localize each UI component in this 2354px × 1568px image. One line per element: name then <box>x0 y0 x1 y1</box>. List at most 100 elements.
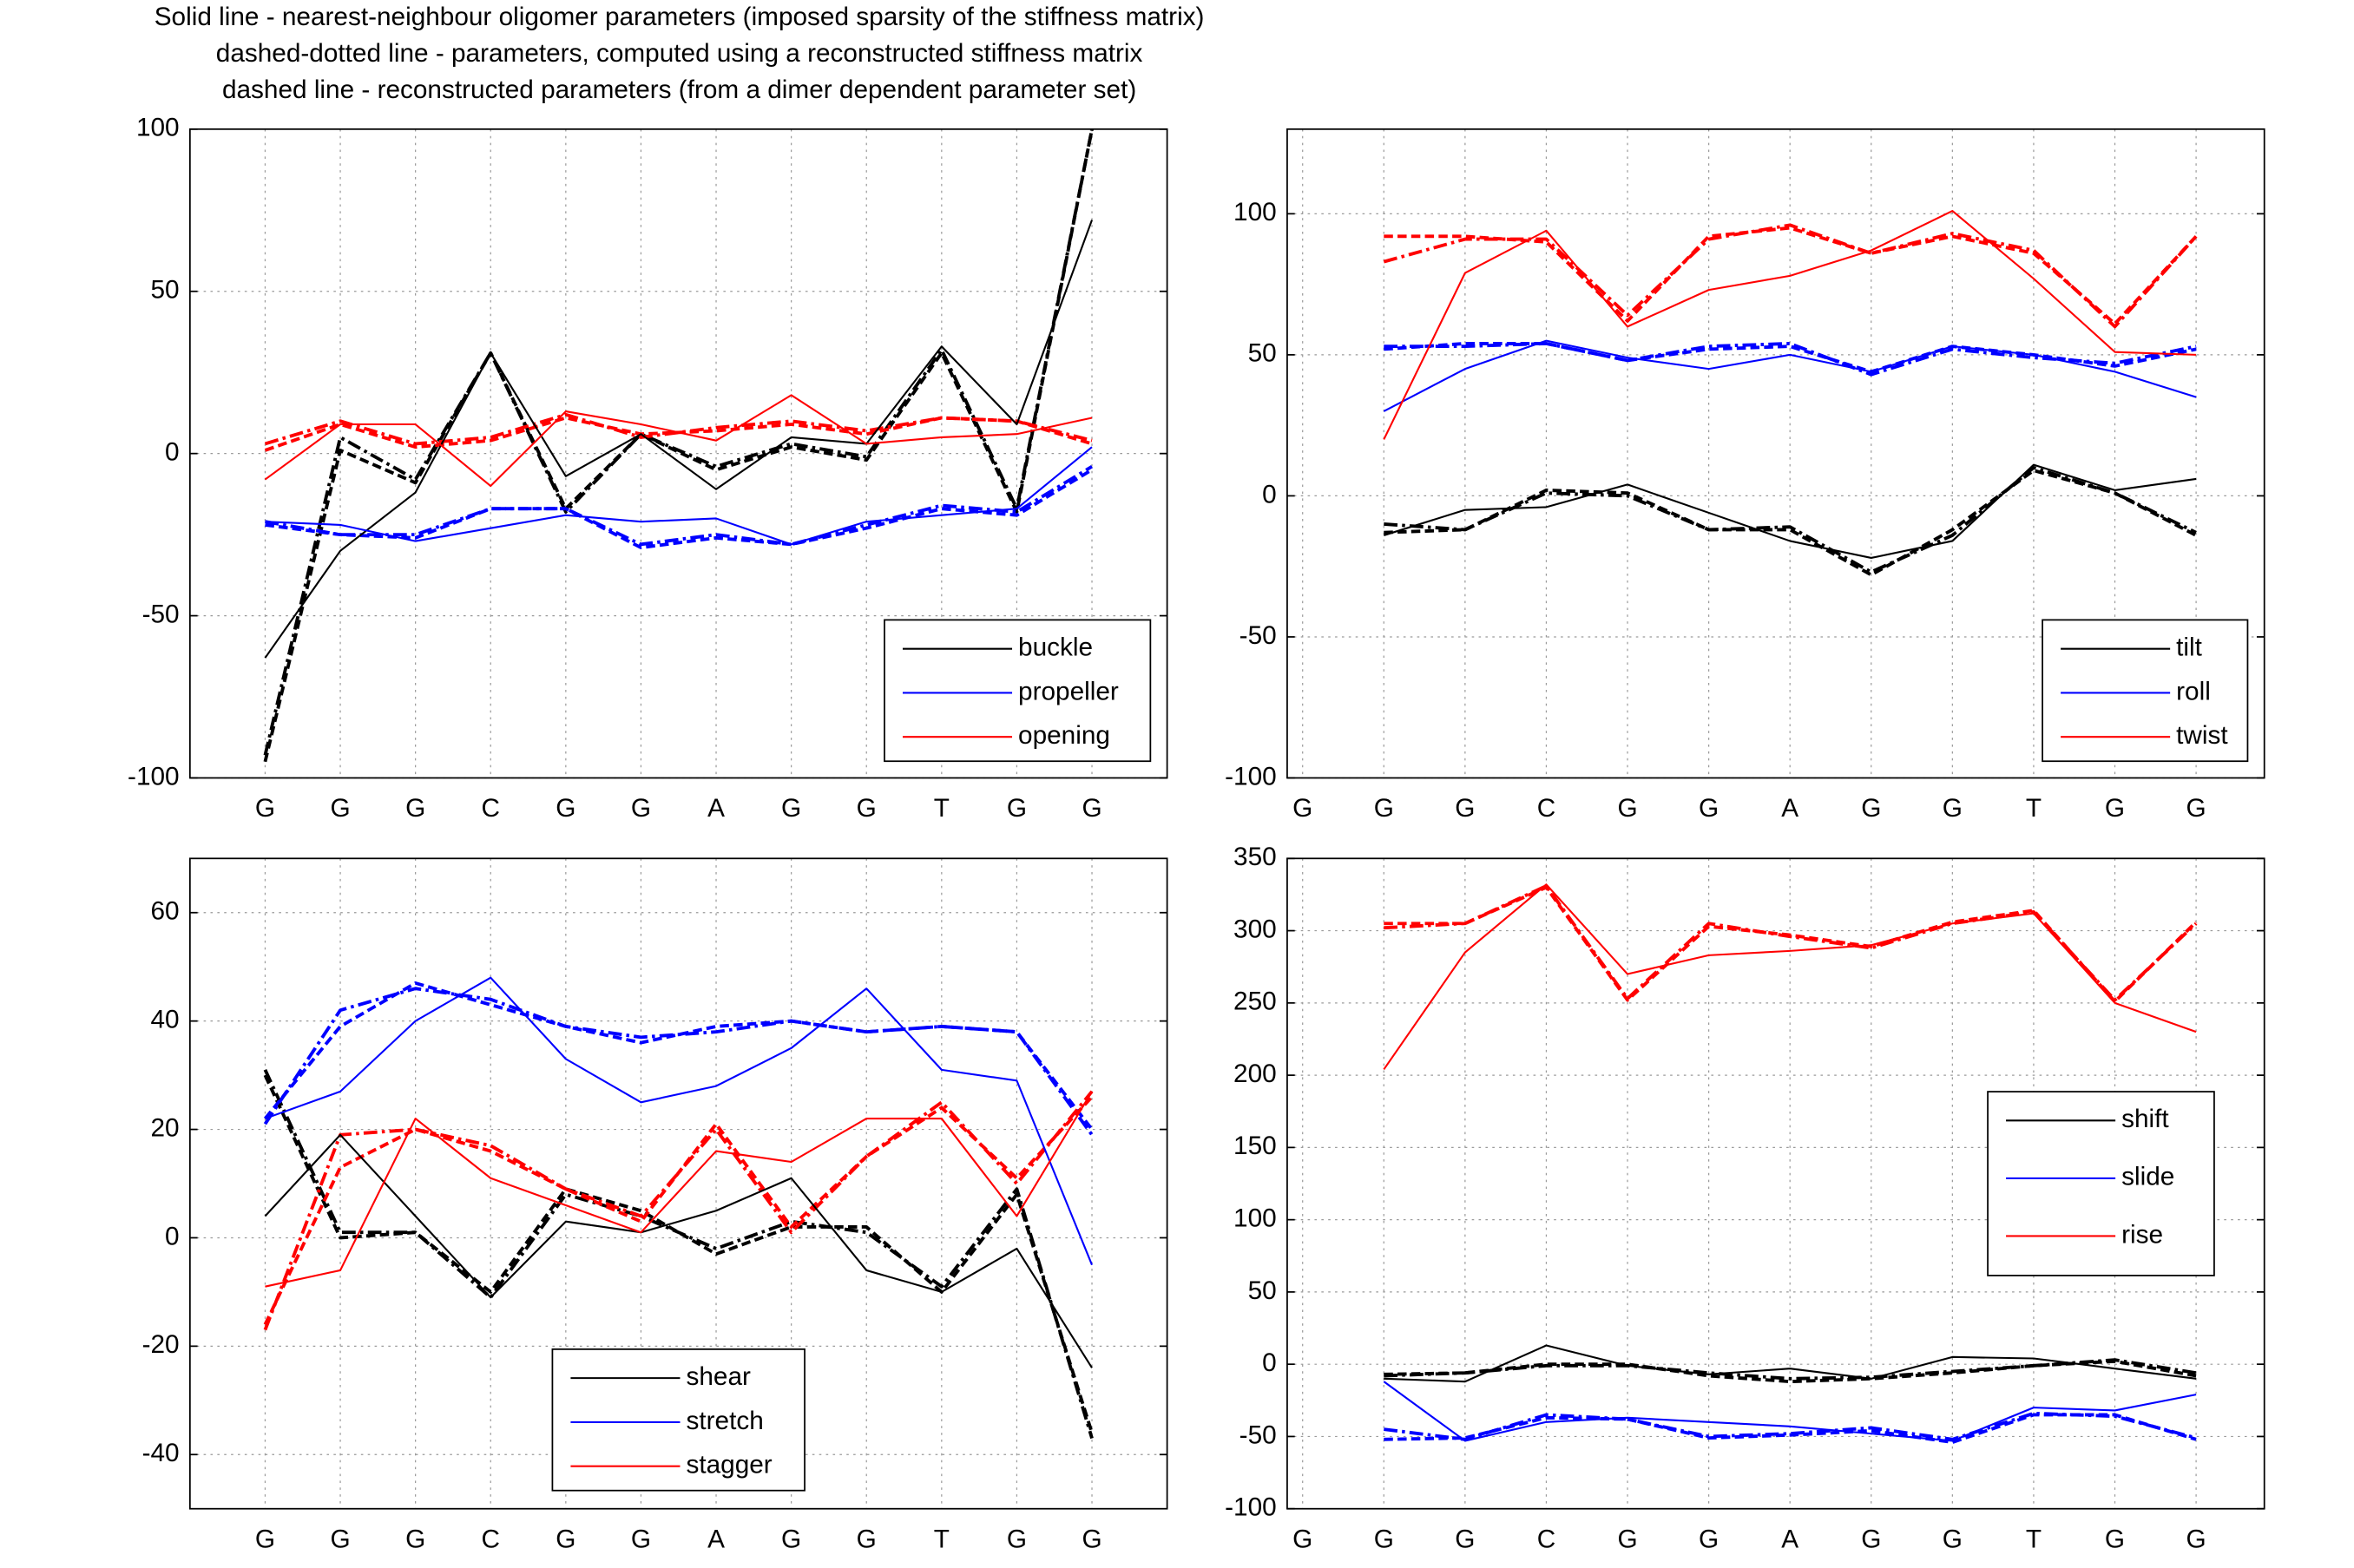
legend-label: roll <box>2176 677 2211 705</box>
y-tick-label: 50 <box>151 276 180 305</box>
x-tick-label: C <box>481 1525 499 1553</box>
y-tick-label: -100 <box>128 762 180 791</box>
chart-title: dashed-dotted line - parameters, compute… <box>216 39 1143 68</box>
series-line <box>263 987 1094 1136</box>
x-tick-label: G <box>1617 794 1637 823</box>
x-tick-label: C <box>481 794 499 823</box>
x-tick-label: G <box>330 1525 350 1553</box>
series-line <box>264 416 1093 452</box>
x-tick-label: G <box>857 1525 877 1553</box>
legend-label: propeller <box>1018 677 1119 705</box>
x-tick-label: A <box>1781 794 1798 823</box>
series-line <box>1383 463 2197 559</box>
y-tick-label: 0 <box>165 1222 180 1250</box>
axes-frame <box>1286 857 2265 1510</box>
y-tick-label: 100 <box>1233 1204 1277 1232</box>
x-tick-label: G <box>1007 794 1027 823</box>
x-tick-label: G <box>1617 1525 1637 1553</box>
y-tick-label: -50 <box>1239 621 1277 650</box>
x-tick-label: C <box>1537 1525 1555 1553</box>
y-tick-label: 0 <box>1262 480 1277 508</box>
series-line <box>1384 1359 2197 1384</box>
x-tick-label: G <box>1292 1525 1312 1553</box>
x-tick-label: G <box>1943 794 1963 823</box>
series-line <box>263 1069 1094 1440</box>
x-tick-label: T <box>2026 1525 2042 1553</box>
x-tick-label: G <box>556 794 575 823</box>
x-tick-label: G <box>1699 1525 1719 1553</box>
series-line <box>1383 210 2197 440</box>
series-line <box>1384 469 2197 577</box>
x-tick-label: G <box>330 794 350 823</box>
series-line <box>263 1074 1094 1434</box>
series-line <box>265 446 1093 546</box>
subplot: -100 -50 0 50 100 150 200 250 300 350 G G G C G G A G G T G G… <box>1225 843 2265 1553</box>
legend-label: stagger <box>686 1451 772 1479</box>
x-tick-label: G <box>556 1525 575 1553</box>
legend-label: buckle <box>1018 633 1093 662</box>
x-tick-label: G <box>1861 1525 1881 1553</box>
series-line <box>1383 1381 2197 1442</box>
x-tick-label: G <box>1292 794 1312 823</box>
axes-frame <box>1286 128 2265 779</box>
x-tick-label: G <box>1082 1525 1101 1553</box>
series-line <box>265 976 1093 1266</box>
series-line <box>263 981 1094 1131</box>
legend-label: opening <box>1018 721 1110 750</box>
series-line <box>265 464 1094 547</box>
series-line <box>1384 1413 2197 1445</box>
x-tick-label: G <box>2105 794 2125 823</box>
legend-box <box>1987 1091 2215 1276</box>
x-tick-label: A <box>707 1525 725 1553</box>
series-line <box>263 1095 1094 1326</box>
legend-label: tilt <box>2176 633 2202 662</box>
x-tick-label: G <box>1943 1525 1963 1553</box>
x-tick-label: G <box>255 794 275 823</box>
legend-label: twist <box>2176 721 2228 750</box>
x-tick-label: G <box>631 1525 651 1553</box>
x-tick-label: G <box>857 794 877 823</box>
x-tick-label: G <box>1082 794 1101 823</box>
x-tick-label: G <box>1455 1525 1475 1553</box>
legend-label: rise <box>2121 1220 2163 1249</box>
series-line <box>1383 339 2197 412</box>
chart-title: dashed line - reconstructed parameters (… <box>222 75 1136 104</box>
x-tick-label: G <box>2105 1525 2125 1553</box>
y-tick-label: 250 <box>1233 987 1277 1016</box>
y-tick-label: 0 <box>1262 1348 1277 1377</box>
chart-title: Solid line - nearest-neighbour oligomer … <box>155 3 1205 31</box>
y-tick-label: -100 <box>1225 762 1277 791</box>
series-line <box>264 1133 1093 1368</box>
y-tick-label: -40 <box>142 1439 180 1467</box>
x-tick-label: G <box>1007 1525 1027 1553</box>
y-tick-label: 0 <box>165 438 180 467</box>
y-tick-label: 60 <box>151 897 180 926</box>
x-tick-label: G <box>1455 794 1475 823</box>
series-line <box>1384 1344 2197 1383</box>
x-tick-label: G <box>1374 794 1394 823</box>
series-line <box>263 128 1094 763</box>
x-tick-label: G <box>1374 1525 1394 1553</box>
series-line <box>1384 885 2198 1004</box>
x-tick-label: G <box>2186 794 2206 823</box>
y-tick-label: -50 <box>142 600 180 628</box>
series-line <box>264 220 1094 659</box>
legend-label: slide <box>2121 1163 2174 1191</box>
x-tick-label: T <box>934 794 950 823</box>
legend-label: stretch <box>686 1407 763 1435</box>
series-line <box>263 1090 1094 1331</box>
x-tick-label: A <box>1781 1525 1798 1553</box>
x-tick-label: G <box>405 794 425 823</box>
legend-label: shear <box>686 1362 751 1391</box>
y-tick-label: 50 <box>1248 1276 1277 1305</box>
y-tick-label: 350 <box>1233 843 1277 871</box>
y-tick-label: 50 <box>1248 339 1277 368</box>
series-line <box>265 468 1094 550</box>
x-tick-label: G <box>405 1525 425 1553</box>
series-line <box>265 1091 1093 1288</box>
series-line <box>264 394 1093 488</box>
